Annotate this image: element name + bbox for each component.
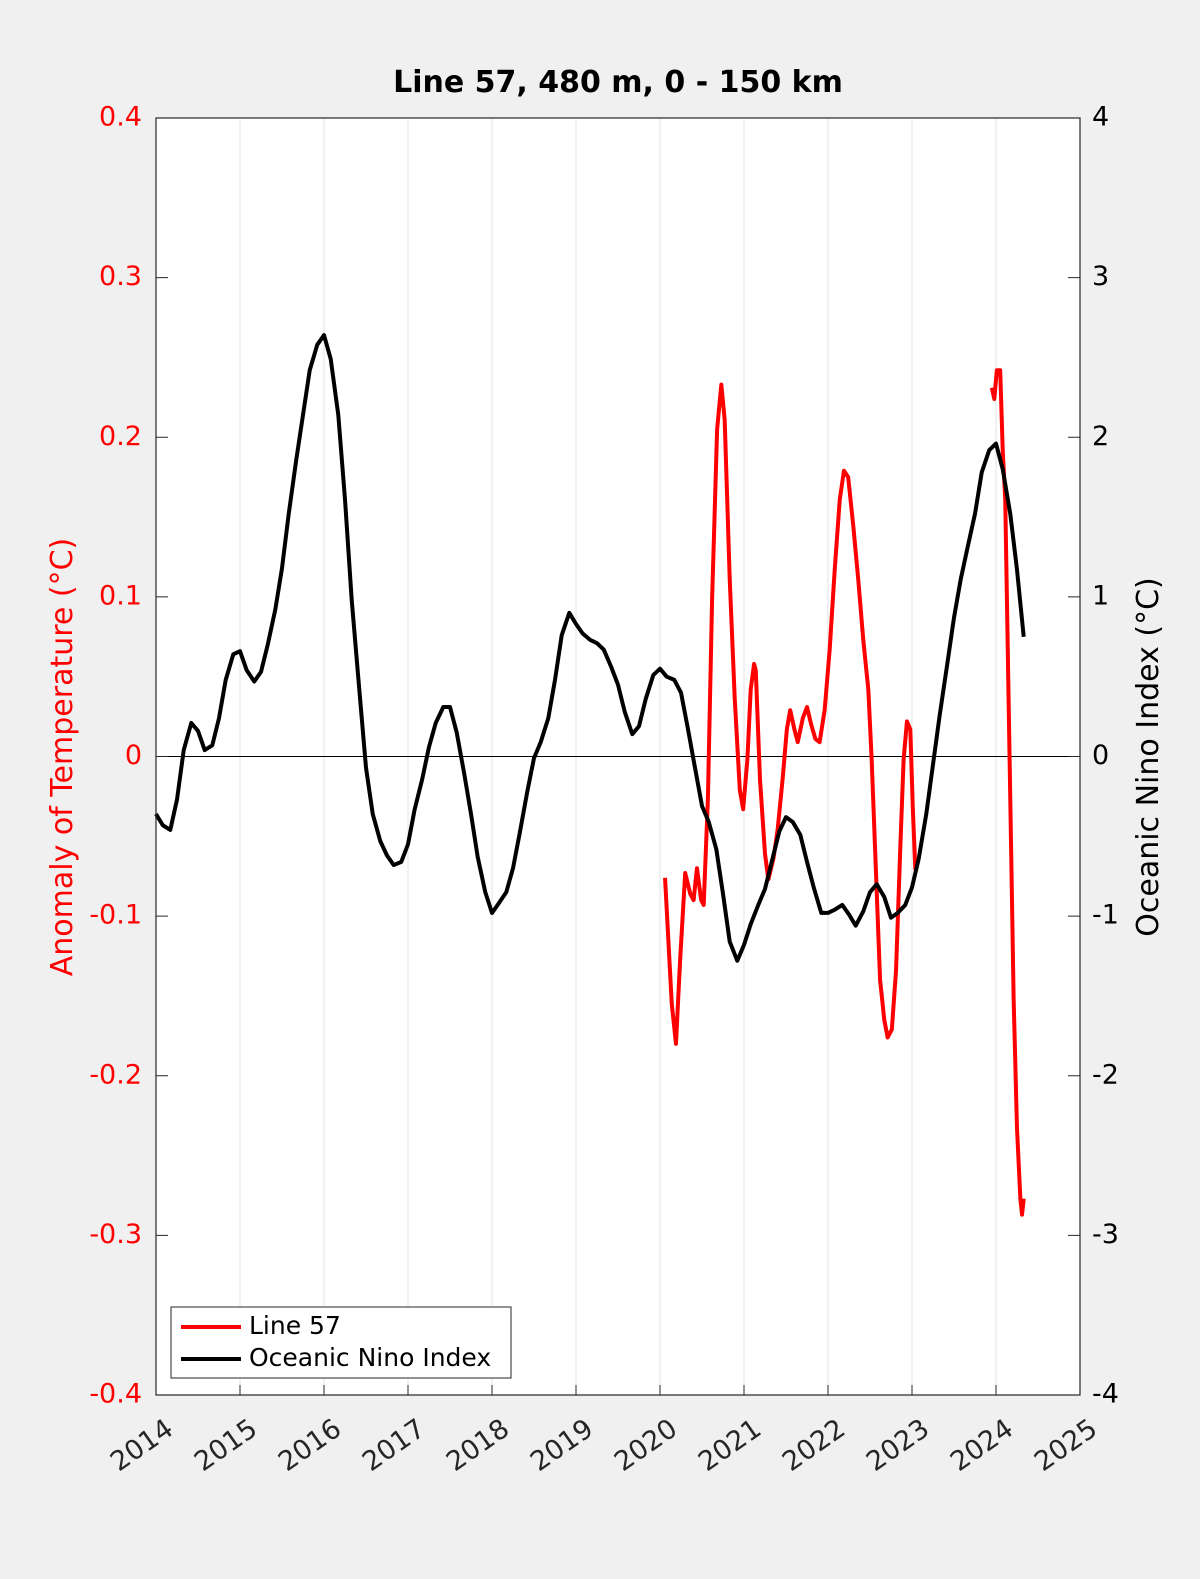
y2-tick-label: -3 <box>1092 1219 1119 1250</box>
x-tick-label: 2019 <box>525 1413 599 1478</box>
axes-frame <box>155 117 1081 1396</box>
x-tick-label: 2022 <box>777 1413 851 1478</box>
x-tick-label: 2017 <box>357 1413 431 1478</box>
x-tick-label: 2023 <box>861 1413 935 1478</box>
x-tick-label: 2021 <box>693 1413 767 1478</box>
x-tick-label: 2014 <box>105 1413 179 1478</box>
y-tick-label: -0.1 <box>89 900 142 931</box>
y2-tick-label: 3 <box>1092 261 1109 292</box>
y2-tick-label: -4 <box>1092 1379 1119 1410</box>
x-tick-label: 2020 <box>609 1413 683 1478</box>
series-line <box>663 382 918 1046</box>
y2-tick-label: 0 <box>1092 740 1109 771</box>
x-tick-label: 2025 <box>1029 1413 1103 1478</box>
x-tick-label: 2018 <box>441 1413 515 1478</box>
y-tick-label: 0 <box>125 740 142 771</box>
series-line <box>154 333 1026 963</box>
y-tick-label: 0.4 <box>99 102 142 133</box>
y-tick-label: 0.1 <box>99 580 142 611</box>
x-tick-label: 2016 <box>273 1413 347 1478</box>
lines <box>154 333 1026 1217</box>
legend-label: Oceanic Nino Index <box>249 1343 491 1372</box>
y2-axis-label: Oceanic Nino Index (°C) <box>1131 577 1166 937</box>
y-tick-label: 0.3 <box>99 261 142 292</box>
y-tick-label: 0.2 <box>99 421 142 452</box>
y2-tick-label: -1 <box>1092 900 1119 931</box>
y-tick-label: -0.3 <box>89 1219 142 1250</box>
legend-box <box>170 1306 512 1379</box>
chart-title: Line 57, 480 m, 0 - 150 km <box>393 65 843 100</box>
y2-tick-label: 2 <box>1092 421 1109 452</box>
series-line <box>989 368 1026 1217</box>
y-axis-label: Anomaly of Temperature (°C) <box>45 538 80 977</box>
y2-tick-label: 1 <box>1092 580 1109 611</box>
legend: Line 57 Oceanic Nino Index <box>170 1306 512 1379</box>
y2-tick-label: -2 <box>1092 1059 1119 1090</box>
x-tick-label: 2015 <box>189 1413 263 1478</box>
y-tick-label: -0.2 <box>89 1059 142 1090</box>
y2-tick-label: 4 <box>1092 102 1109 133</box>
y-tick-label: -0.4 <box>89 1379 142 1410</box>
legend-label: Line 57 <box>249 1311 341 1340</box>
x-tick-label: 2024 <box>945 1413 1019 1478</box>
